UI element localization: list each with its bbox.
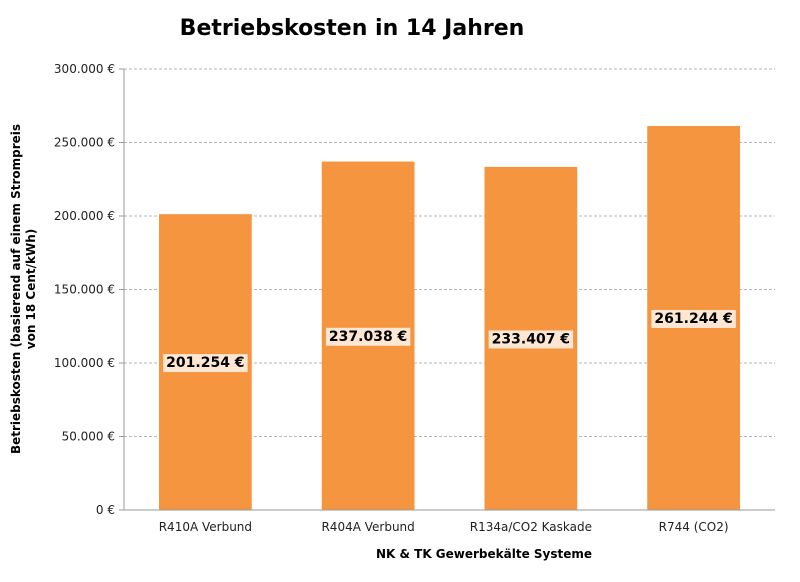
y-tick-label: 100.000 € (54, 356, 115, 370)
y-tick-labels: 0 € 50.000 € 100.000 € 150.000 € 200.000 € 25… (54, 62, 124, 517)
x-tick-label: R744 (CO2) (659, 520, 729, 534)
x-tick-labels: R410A Verbund R404A Verbund R134a/CO2 Kask… (159, 520, 729, 534)
x-axis-title: NK & TK Gewerbekälte Systeme (376, 547, 592, 561)
y-tick-label: 200.000 € (54, 209, 115, 223)
y-axis-title-line: von 18 Cent/kWh) (24, 229, 38, 350)
y-tick-label: 50.000 € (62, 430, 115, 444)
svg-text:Betriebskosten (basierend auf: Betriebskosten (basierend auf einem Stro… (9, 124, 38, 454)
chart-title: Betriebskosten in 14 Jahren (180, 16, 525, 41)
data-label: 237.038 € (329, 329, 407, 345)
data-label: 201.254 € (166, 355, 244, 371)
data-label-bg (163, 354, 248, 373)
x-tick-label: R410A Verbund (159, 520, 252, 534)
data-labels: 201.254 € 237.038 € 233.407 € 261.244 € (163, 309, 736, 373)
x-tick-label: R404A Verbund (321, 520, 414, 534)
data-label-bg (325, 327, 411, 346)
y-tick-label: 150.000 € (54, 283, 115, 297)
data-label: 261.244 € (654, 311, 732, 327)
data-label-bg (488, 330, 574, 349)
y-axis-title-line: Betriebskosten (basierend auf einem Stro… (9, 124, 23, 454)
y-axis-title: Betriebskosten (basierend auf einem Stro… (9, 124, 38, 454)
y-tick-label: 0 € (96, 503, 115, 517)
y-tick-label: 250.000 € (54, 136, 115, 150)
x-tick-label: R134a/CO2 Kaskade (470, 520, 592, 534)
data-label-bg (651, 309, 736, 328)
data-label: 233.407 € (492, 331, 570, 347)
y-tick-label: 300.000 € (54, 62, 115, 76)
